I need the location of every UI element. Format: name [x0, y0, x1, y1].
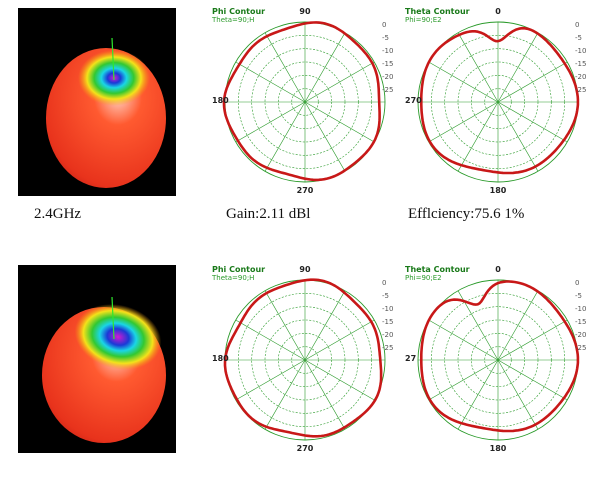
grid-spoke: [497, 101, 568, 143]
grid-spoke: [264, 32, 306, 103]
grid-spoke: [457, 101, 499, 172]
grid-spoke: [428, 61, 499, 103]
sphere-graphic-bottom: [42, 296, 166, 443]
angle-label-top: 0: [495, 265, 501, 274]
ring-tick-2: -10: [575, 47, 586, 55]
phi-contour-svg-top: Phi Contour Theta=90;H 90 180 270 0 -5 -…: [211, 7, 393, 195]
radiation-pattern-3d-top: [18, 8, 176, 196]
polar-grid: [417, 21, 579, 183]
grid-spoke: [457, 359, 499, 430]
ring-tick-1: -5: [575, 292, 582, 300]
ring-tick-2: -10: [575, 305, 586, 313]
pattern-trace: [223, 278, 383, 438]
grid-spoke: [304, 290, 346, 361]
chart-title: Theta Contour: [405, 265, 470, 274]
ring-tick-4: -20: [575, 331, 586, 339]
phi-contour-svg-bottom: Phi Contour Theta=90;H 90 180 270 0 -5 -…: [211, 265, 393, 453]
chart-subtitle: Theta=90;H: [211, 16, 254, 24]
ring-tick-4: -20: [382, 331, 393, 339]
angle-label-left: 180: [212, 354, 229, 363]
grid-spoke: [264, 101, 306, 172]
chart-title: Phi Contour: [212, 7, 265, 16]
efficiency-caption: Efflciency:75.6 1%: [408, 206, 525, 222]
ring-tick-5: -25: [382, 86, 393, 94]
angle-label-bottom: 180: [490, 444, 507, 453]
ring-tick-3: -15: [382, 318, 393, 326]
grid-spoke: [304, 101, 375, 143]
sphere-graphic-top: [46, 37, 166, 188]
grid-spoke: [497, 319, 568, 361]
grid-spoke: [457, 32, 499, 103]
angle-label-left: 180: [212, 96, 229, 105]
grid-spoke: [304, 319, 375, 361]
grid-spoke: [497, 61, 568, 103]
theta-contour-svg-bottom: Theta Contour Phi=90;E2 0 27 180 0 -5 -1…: [405, 265, 586, 453]
angle-label-bottom: 180: [490, 186, 507, 195]
ring-tick-2: -10: [382, 305, 393, 313]
grid-spoke: [235, 359, 306, 401]
ring-tick-5: -25: [575, 86, 586, 94]
ring-tick-5: -25: [382, 344, 393, 352]
chart-title: Phi Contour: [212, 265, 265, 274]
phi-contour-chart-bottom: Phi Contour Theta=90;H 90 180 270 0 -5 -…: [210, 263, 400, 453]
grid-spoke: [304, 32, 346, 103]
ring-tick-0: 0: [382, 21, 386, 29]
grid-spoke: [497, 359, 568, 401]
grid-spoke: [497, 359, 539, 430]
radiation-pattern-3d-bottom: [18, 265, 176, 453]
grid-spoke: [264, 290, 306, 361]
pattern-trace: [420, 26, 580, 175]
theta-contour-chart-top: Theta Contour Phi=90;E2 0 270 180 0 -5 -…: [403, 5, 593, 195]
polar-grid: [224, 279, 386, 441]
polar-grid: [417, 279, 579, 441]
ring-tick-0: 0: [575, 279, 579, 287]
chart-subtitle: Phi=90;E2: [405, 16, 442, 24]
pattern-trace: [222, 21, 381, 182]
ring-tick-0: 0: [382, 279, 386, 287]
angle-label-left: 27: [405, 354, 416, 363]
ring-tick-0: 0: [575, 21, 579, 29]
grid-spoke: [235, 101, 306, 143]
theta-contour-svg-top: Theta Contour Phi=90;E2 0 270 180 0 -5 -…: [405, 7, 586, 195]
gain-caption: Gain:2.11 dBl: [226, 206, 311, 222]
angle-label-top: 90: [299, 7, 311, 16]
grid-spoke: [497, 32, 539, 103]
theta-contour-chart-bottom: Theta Contour Phi=90;E2 0 27 180 0 -5 -1…: [403, 263, 593, 453]
grid-spoke: [235, 61, 306, 103]
angle-label-top: 0: [495, 7, 501, 16]
frequency-caption: 2.4GHz: [34, 206, 82, 222]
ring-tick-4: -20: [382, 73, 393, 81]
grid-spoke: [428, 319, 499, 361]
ring-tick-1: -5: [382, 34, 389, 42]
grid-spoke: [304, 359, 375, 401]
ring-tick-1: -5: [575, 34, 582, 42]
grid-spoke: [264, 359, 306, 430]
grid-spoke: [235, 319, 306, 361]
ring-tick-4: -20: [575, 73, 586, 81]
angle-label-bottom: 270: [297, 444, 314, 453]
pattern-trace: [420, 280, 580, 433]
ring-tick-3: -15: [575, 318, 586, 326]
grid-spoke: [304, 101, 346, 172]
grid-spoke: [428, 359, 499, 401]
phi-contour-chart-top: Phi Contour Theta=90;H 90 180 270 0 -5 -…: [210, 5, 400, 195]
angle-label-bottom: 270: [297, 186, 314, 195]
angle-label-top: 90: [299, 265, 311, 274]
chart-subtitle: Theta=90;H: [211, 274, 254, 282]
ring-tick-3: -15: [575, 60, 586, 68]
ring-tick-3: -15: [382, 60, 393, 68]
angle-label-left: 270: [405, 96, 422, 105]
ring-tick-5: -25: [575, 344, 586, 352]
ring-tick-1: -5: [382, 292, 389, 300]
grid-spoke: [497, 101, 539, 172]
chart-title: Theta Contour: [405, 7, 470, 16]
chart-subtitle: Phi=90;E2: [405, 274, 442, 282]
grid-spoke: [497, 290, 539, 361]
ring-tick-2: -10: [382, 47, 393, 55]
grid-spoke: [304, 61, 375, 103]
grid-spoke: [304, 359, 346, 430]
grid-spoke: [428, 101, 499, 143]
